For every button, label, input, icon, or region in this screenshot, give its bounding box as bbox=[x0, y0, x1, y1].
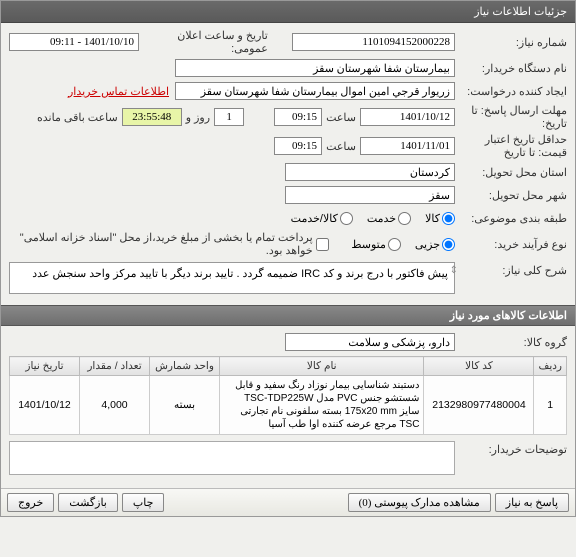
time-label-2: ساعت bbox=[322, 140, 360, 153]
titlebar: جزئیات اطلاعات نیاز bbox=[1, 1, 575, 23]
subject-class-label: طبقه بندی موضوعی: bbox=[455, 212, 567, 225]
footer-right: چاپ بازگشت خروج bbox=[7, 493, 164, 512]
radio-goods[interactable]: کالا bbox=[425, 212, 455, 225]
cell-code: 2132980977480004 bbox=[424, 376, 534, 435]
desc-box[interactable]: ⇕ پیش فاکتور با درج برند و کد IRC ضمیمه … bbox=[9, 262, 455, 294]
validity-date-field[interactable] bbox=[360, 137, 455, 155]
cell-name: دستبند شناسایی بیمار نوزاد رنگ سفید و قا… bbox=[220, 376, 424, 435]
radio-service-input[interactable] bbox=[398, 212, 411, 225]
need-no-field[interactable] bbox=[292, 33, 455, 51]
goods-content: گروه کالا: ردیف کد کالا نام کالا واحد شم… bbox=[1, 326, 575, 488]
back-button[interactable]: بازگشت bbox=[58, 493, 118, 512]
province-label: استان محل تحویل: bbox=[455, 166, 567, 179]
days-remain-suffix: روز و bbox=[182, 111, 214, 124]
announce-label: تاریخ و ساعت اعلان عمومی: bbox=[139, 29, 272, 55]
time-label-1: ساعت bbox=[322, 111, 360, 124]
cell-qty: 4,000 bbox=[80, 376, 150, 435]
buyer-note-box[interactable] bbox=[9, 441, 455, 475]
table-header-row: ردیف کد کالا نام کالا واحد شمارش تعداد /… bbox=[10, 357, 567, 376]
col-date: تاریخ نیاز bbox=[10, 357, 80, 376]
radio-service[interactable]: خدمت bbox=[367, 212, 411, 225]
group-field[interactable] bbox=[285, 333, 455, 351]
purchase-type-radios: جزیی متوسط bbox=[339, 238, 455, 251]
creator-label: ایجاد کننده درخواست: bbox=[455, 85, 567, 98]
print-button[interactable]: چاپ bbox=[122, 493, 165, 512]
city-field[interactable] bbox=[285, 186, 455, 204]
desc-text: پیش فاکتور با درج برند و کد IRC ضمیمه گر… bbox=[32, 268, 448, 280]
radio-small-input[interactable] bbox=[442, 238, 455, 251]
pay-note-text: پرداخت تمام یا بخشی از مبلغ خرید،از محل … bbox=[9, 231, 313, 257]
creator-field[interactable] bbox=[175, 82, 455, 100]
countdown-suffix: ساعت باقی مانده bbox=[33, 111, 122, 124]
device-name-label: نام دستگاه خریدار: bbox=[455, 62, 567, 75]
form-content: شماره نیاز: تاریخ و ساعت اعلان عمومی: نا… bbox=[1, 23, 575, 305]
col-name: نام کالا bbox=[220, 357, 424, 376]
radio-medium-input[interactable] bbox=[388, 238, 401, 251]
radio-goods-input[interactable] bbox=[442, 212, 455, 225]
validity-time-field[interactable] bbox=[274, 137, 322, 155]
goods-table: ردیف کد کالا نام کالا واحد شمارش تعداد /… bbox=[9, 356, 567, 435]
contact-link[interactable]: اطلاعات تماس خریدار bbox=[68, 85, 169, 98]
purchase-type-label: نوع فرآیند خرید: bbox=[455, 238, 567, 251]
resize-icon[interactable]: ⇕ bbox=[450, 265, 458, 276]
table-row[interactable]: 1 2132980977480004 دستبند شناسایی بیمار … bbox=[10, 376, 567, 435]
col-code: کد کالا bbox=[424, 357, 534, 376]
countdown-field[interactable] bbox=[122, 108, 182, 126]
subject-class-radios: کالا خدمت کالا/خدمت bbox=[279, 212, 455, 225]
reply-button[interactable]: پاسخ به نیاز bbox=[495, 493, 569, 512]
footer-left: پاسخ به نیاز مشاهده مدارک پیوستی (0) bbox=[348, 493, 569, 512]
validity-label: حداقل تاریخ اعتبار قیمت: تا تاریخ bbox=[455, 133, 567, 159]
announce-field[interactable] bbox=[9, 33, 139, 51]
radio-goods-service-input[interactable] bbox=[340, 212, 353, 225]
pay-note-check[interactable]: پرداخت تمام یا بخشی از مبلغ خرید،از محل … bbox=[9, 231, 329, 257]
days-remain-field[interactable] bbox=[214, 108, 244, 126]
radio-medium[interactable]: متوسط bbox=[351, 238, 401, 251]
cell-unit: بسته bbox=[150, 376, 220, 435]
col-idx: ردیف bbox=[534, 357, 567, 376]
exit-button[interactable]: خروج bbox=[7, 493, 54, 512]
footer: پاسخ به نیاز مشاهده مدارک پیوستی (0) چاپ… bbox=[1, 488, 575, 516]
attach-button[interactable]: مشاهده مدارک پیوستی (0) bbox=[348, 493, 491, 512]
deadline-time-field[interactable] bbox=[274, 108, 322, 126]
col-qty: تعداد / مقدار bbox=[80, 357, 150, 376]
province-field[interactable] bbox=[285, 163, 455, 181]
need-no-label: شماره نیاز: bbox=[455, 36, 567, 49]
deadline-label: مهلت ارسال پاسخ: تا تاریخ: bbox=[455, 104, 567, 130]
desc-label: شرح کلی نیاز: bbox=[455, 260, 567, 277]
radio-goods-service[interactable]: کالا/خدمت bbox=[291, 212, 353, 225]
cell-idx: 1 bbox=[534, 376, 567, 435]
cell-date: 1401/10/12 bbox=[10, 376, 80, 435]
radio-small[interactable]: جزیی bbox=[415, 238, 455, 251]
device-name-field[interactable] bbox=[175, 59, 455, 77]
deadline-date-field[interactable] bbox=[360, 108, 455, 126]
buyer-note-label: توضیحات خریدار: bbox=[455, 439, 567, 456]
city-label: شهر محل تحویل: bbox=[455, 189, 567, 202]
goods-section-header: اطلاعات کالاهای مورد نیاز bbox=[1, 305, 575, 326]
pay-note-checkbox[interactable] bbox=[316, 238, 329, 251]
group-label: گروه کالا: bbox=[455, 336, 567, 349]
col-unit: واحد شمارش bbox=[150, 357, 220, 376]
window: جزئیات اطلاعات نیاز شماره نیاز: تاریخ و … bbox=[0, 0, 576, 517]
